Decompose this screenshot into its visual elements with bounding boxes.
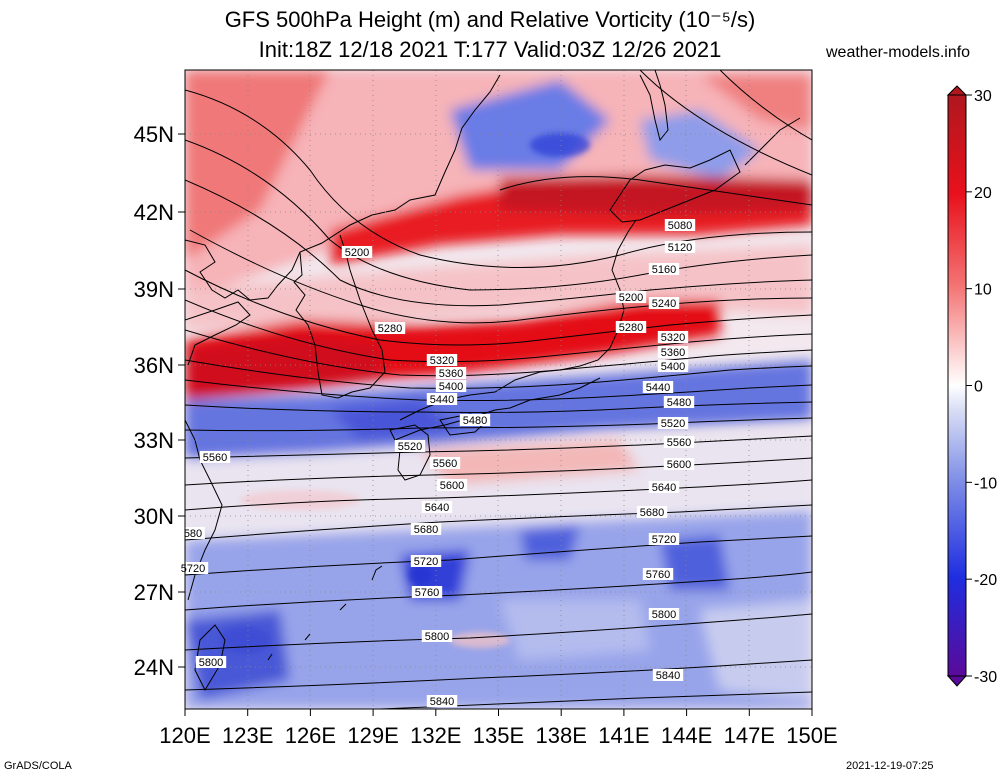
contour-label: 5760: [415, 587, 439, 599]
contour-label: 5400: [439, 381, 463, 393]
lat-tick-label: 27N: [134, 580, 174, 605]
contour-label: 5640: [425, 502, 449, 514]
lon-tick-label: 141E: [598, 723, 649, 748]
colorbar-label: 30: [974, 88, 992, 105]
contour-label: 5800: [199, 657, 223, 669]
contour-label: 5320: [661, 332, 685, 344]
lon-tick-label: 126E: [285, 723, 336, 748]
contour-label: 5160: [652, 264, 676, 276]
contour-label: 5840: [430, 696, 454, 708]
contour-label: 5600: [667, 459, 691, 471]
contour-label: 5080: [668, 220, 692, 232]
contour-label: 5440: [646, 382, 670, 394]
contour-label: 5480: [667, 397, 691, 409]
contour-label: 5520: [661, 418, 685, 430]
colorbar-label: -10: [974, 475, 997, 492]
contour-label: 5360: [439, 368, 463, 380]
lon-tick-label: 147E: [724, 723, 775, 748]
colorbar-label: -20: [974, 572, 997, 589]
lat-tick-label: 30N: [134, 504, 174, 529]
colorbar-label: 0: [974, 379, 983, 396]
contour-label: 5560: [433, 458, 457, 470]
lon-tick-label: 144E: [661, 723, 712, 748]
site-credit: weather-models.info: [826, 44, 971, 61]
contour-label: 5320: [430, 355, 454, 367]
contour-label: 5720: [652, 534, 676, 546]
contour-label: 5280: [619, 322, 643, 334]
contour-label: 5720: [181, 563, 205, 575]
longitude-labels: 120E 123E 126E 129E 132E 135E 138E 141E 144E 147E…: [159, 709, 838, 748]
contour-label: 5560: [667, 437, 691, 449]
contour-label: 5440: [430, 394, 454, 406]
map-title: GFS 500hPa Height (m) and Relative Vorti…: [224, 7, 756, 32]
contour-label: 5800: [652, 609, 676, 621]
contour-label: 5800: [425, 631, 449, 643]
lat-tick-label: 33N: [134, 428, 174, 453]
lat-tick-label: 42N: [134, 200, 174, 225]
contour-label: 5480: [463, 415, 487, 427]
lon-tick-label: 123E: [222, 723, 273, 748]
lon-tick-label: 120E: [159, 723, 210, 748]
contour-label: 5600: [440, 480, 464, 492]
latitude-labels: 24N 27N 30N 33N 36N 39N 42N 45N: [134, 122, 185, 680]
contour-label: 580: [184, 528, 202, 540]
contour-label: 5640: [652, 482, 676, 494]
contour-labels: 5080 5120 5160 5200 5200 5240 5280 5280 5320 5320…: [177, 219, 696, 708]
colorbar-label: 10: [974, 282, 992, 299]
contour-label: 5200: [619, 292, 643, 304]
lat-tick-label: 36N: [134, 353, 174, 378]
lon-tick-label: 135E: [473, 723, 524, 748]
lon-tick-label: 129E: [347, 723, 398, 748]
contour-label: 5680: [640, 507, 664, 519]
lat-tick-label: 45N: [134, 122, 174, 147]
contour-label: 5840: [656, 670, 680, 682]
contour-label: 5280: [378, 323, 402, 335]
footer-timestamp: 2021-12-19-07:25: [846, 760, 934, 772]
contour-label: 5680: [414, 524, 438, 536]
lat-tick-label: 24N: [134, 655, 174, 680]
contour-label: 5400: [661, 361, 685, 373]
contour-label: 5560: [203, 452, 227, 464]
lon-tick-label: 150E: [786, 723, 837, 748]
contour-label: 5720: [414, 556, 438, 568]
lat-tick-label: 39N: [134, 277, 174, 302]
contour-label: 5360: [661, 347, 685, 359]
colorbar: 30 20 10 0 -10 -20 -30: [946, 85, 997, 687]
contour-label: 5760: [646, 569, 670, 581]
map-subtitle: Init:18Z 12/18 2021 T:177 Valid:03Z 12/2…: [258, 37, 722, 62]
footer-credit: GrADS/COLA: [4, 760, 72, 772]
colorbar-label: 20: [974, 185, 992, 202]
lon-tick-label: 132E: [410, 723, 461, 748]
colorbar-label: -30: [974, 669, 997, 686]
lon-tick-label: 138E: [536, 723, 587, 748]
contour-label: 5120: [668, 242, 692, 254]
contour-label: 5200: [345, 247, 369, 259]
contour-label: 5520: [398, 441, 422, 453]
contour-label: 5240: [652, 298, 676, 310]
